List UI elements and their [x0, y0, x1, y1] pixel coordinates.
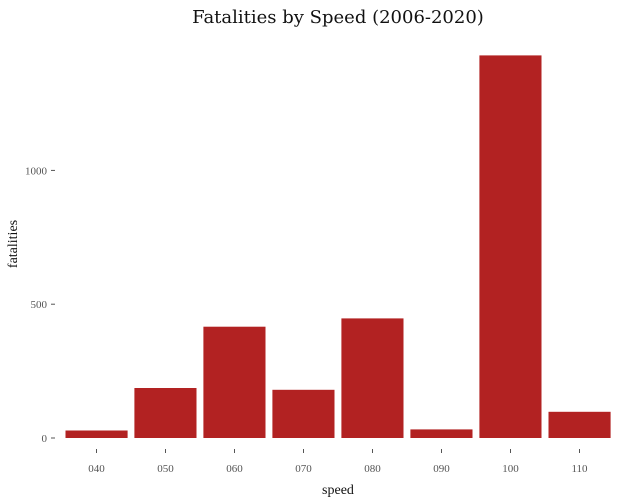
- x-tick-label-070: 070: [295, 463, 312, 475]
- y-axis: 0 500 1000: [25, 165, 55, 445]
- x-axis: 040 050 060 070 080 090 100 110: [88, 449, 588, 475]
- x-tick-label-060: 060: [226, 463, 243, 475]
- x-tick-label-040: 040: [88, 463, 105, 475]
- bar-080: [341, 318, 404, 438]
- x-tick-label-080: 080: [364, 463, 381, 475]
- chart-title: Fatalities by Speed (2006-2020): [192, 7, 484, 28]
- y-tick-label-500: 500: [31, 299, 48, 311]
- bar-040: [65, 430, 128, 438]
- bar-100: [479, 55, 542, 439]
- y-axis-title: fatalities: [6, 220, 21, 268]
- bar-090: [410, 429, 473, 438]
- y-tick-label-1000: 1000: [25, 165, 48, 177]
- bar-060: [203, 326, 266, 438]
- bar-070: [272, 389, 335, 438]
- bar-050: [134, 388, 197, 438]
- x-tick-label-100: 100: [502, 463, 519, 475]
- x-axis-title: speed: [322, 483, 354, 498]
- x-tick-label-090: 090: [433, 463, 450, 475]
- y-tick-label-0: 0: [42, 433, 48, 445]
- x-tick-label-050: 050: [157, 463, 174, 475]
- x-tick-label-110: 110: [571, 463, 588, 475]
- bars: [65, 55, 611, 439]
- bar-110: [548, 411, 611, 438]
